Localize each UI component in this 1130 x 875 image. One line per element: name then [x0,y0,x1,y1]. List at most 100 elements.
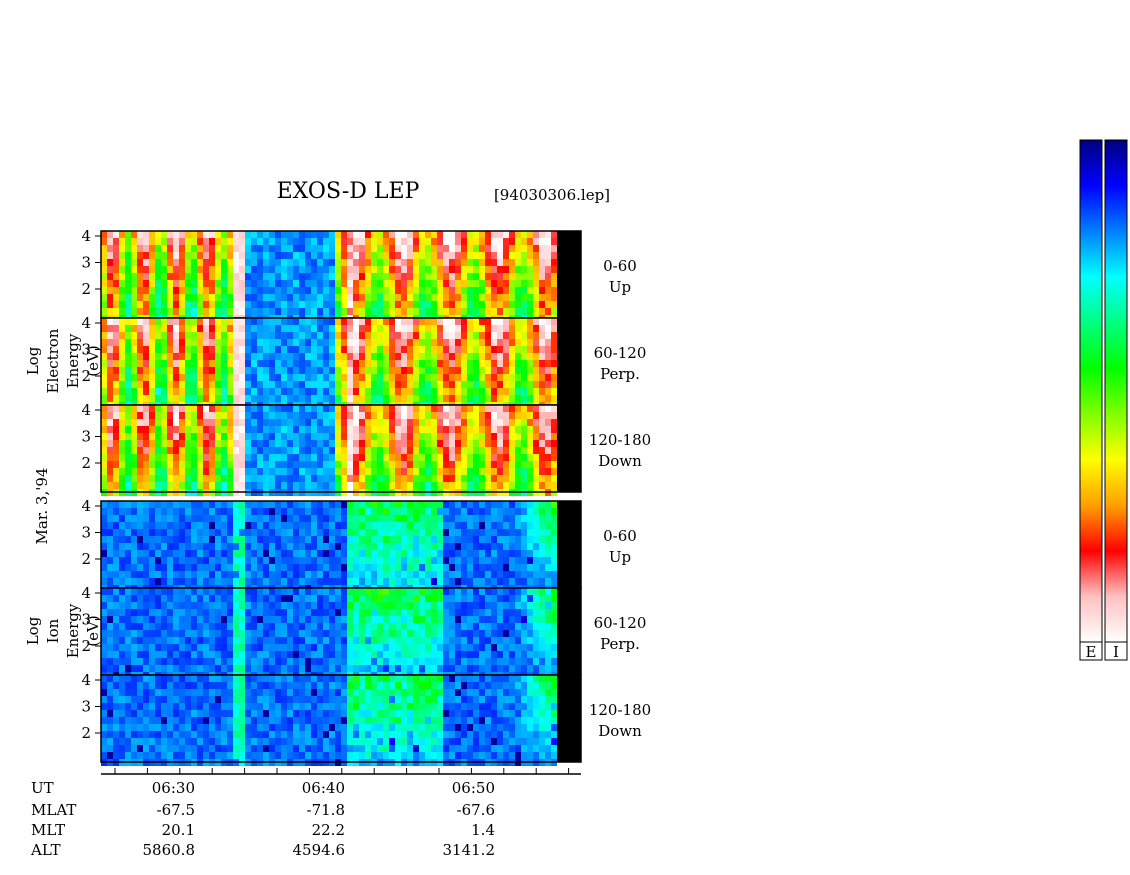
spectrogram-cell [431,412,437,419]
spectrogram-cell [107,287,113,294]
spectrogram-cell [107,259,113,266]
spectrogram-cell [137,405,143,412]
spectrogram-cell [503,468,509,475]
spectrogram-cell [431,595,437,602]
spectrogram-cell [377,644,383,651]
spectrogram-cell [359,557,365,564]
spectrogram-cell [293,508,299,515]
spectrogram-cell [173,412,179,419]
spectrogram-cell [413,287,419,294]
spectrogram-cell [209,367,215,374]
spectrogram-cell [497,651,503,658]
spectrogram-cell [395,564,401,571]
spectrogram-cell [479,301,485,308]
spectrogram-cell [287,287,293,294]
spectrogram-cell [155,637,161,644]
spectrogram-cell [221,522,227,529]
spectrogram-cell [527,301,533,308]
spectrogram-cell [269,630,275,637]
spectrogram-cell [449,447,455,454]
spectrogram-cell [479,238,485,245]
spectrogram-cell [335,388,341,395]
spectrogram-cell [185,433,191,440]
spectrogram-cell [413,374,419,381]
spectrogram-cell [407,536,413,543]
spectrogram-cell [287,308,293,315]
spectrogram-cell [233,287,239,294]
spectrogram-cell [317,259,323,266]
spectrogram-cell [335,515,341,522]
spectrogram-cell [155,353,161,360]
spectrogram-cell [431,440,437,447]
spectrogram-cell [365,557,371,564]
spectrogram-cell [143,252,149,259]
spectrogram-cell [269,332,275,339]
spectrogram-cell [383,571,389,578]
spectrogram-cell [101,609,107,616]
spectrogram-cell [503,318,509,325]
spectrogram-cell [155,623,161,630]
spectrogram-cell [269,412,275,419]
spectrogram-cell [461,501,467,508]
spectrogram-cell [233,433,239,440]
spectrogram-cell [227,419,233,426]
spectrogram-cell [275,395,281,402]
spectrogram-cell [143,405,149,412]
spectrogram-cell [203,522,209,529]
spectrogram-cell [185,440,191,447]
spectrogram-cell [455,588,461,595]
spectrogram-cell [209,665,215,672]
spectrogram-cell [305,508,311,515]
spectrogram-cell [113,468,119,475]
spectrogram-cell [113,461,119,468]
spectrogram-cell [419,658,425,665]
spectrogram-cell [299,482,305,489]
spectrogram-cell [323,588,329,595]
spectrogram-cell [113,433,119,440]
spectrogram-cell [353,245,359,252]
spectrogram-cell [371,475,377,482]
spectrogram-cell [527,259,533,266]
spectrogram-cell [143,367,149,374]
spectrogram-cell [521,557,527,564]
spectrogram-cell [191,346,197,353]
spectrogram-cell [479,426,485,433]
spectrogram-cell [407,630,413,637]
spectrogram-cell [227,346,233,353]
spectrogram-cell [515,332,521,339]
spectrogram-cell [119,482,125,489]
spectrogram-cell [431,475,437,482]
spectrogram-cell [503,388,509,395]
spectrogram-cell [305,353,311,360]
spectrogram-cell [215,301,221,308]
spectrogram-cell [143,482,149,489]
spectrogram-cell [113,346,119,353]
spectrogram-cell [359,426,365,433]
spectrogram-cell [191,287,197,294]
spectrogram-cell [461,468,467,475]
spectrogram-cell [515,395,521,402]
spectrogram-cell [317,482,323,489]
spectrogram-cell [143,637,149,644]
spectrogram-cell [479,515,485,522]
spectrogram-cell [245,651,251,658]
spectrogram-cell [419,475,425,482]
spectrogram-cell [221,557,227,564]
spectrogram-cell [449,388,455,395]
spectrogram-cell [239,238,245,245]
spectrogram-cell [155,405,161,412]
spectrogram-cell [257,447,263,454]
spectrogram-cell [191,280,197,287]
spectrogram-cell [545,461,551,468]
spectrogram-cell [503,245,509,252]
spectrogram-cell [245,501,251,508]
spectrogram-cell [227,588,233,595]
spectrogram-cell [533,367,539,374]
spectrogram-cell [467,308,473,315]
spectrogram-cell [437,433,443,440]
spectrogram-cell [515,557,521,564]
spectrogram-cell [491,536,497,543]
spectrogram-cell [317,318,323,325]
spectrogram-cell [191,294,197,301]
spectrogram-cell [167,461,173,468]
